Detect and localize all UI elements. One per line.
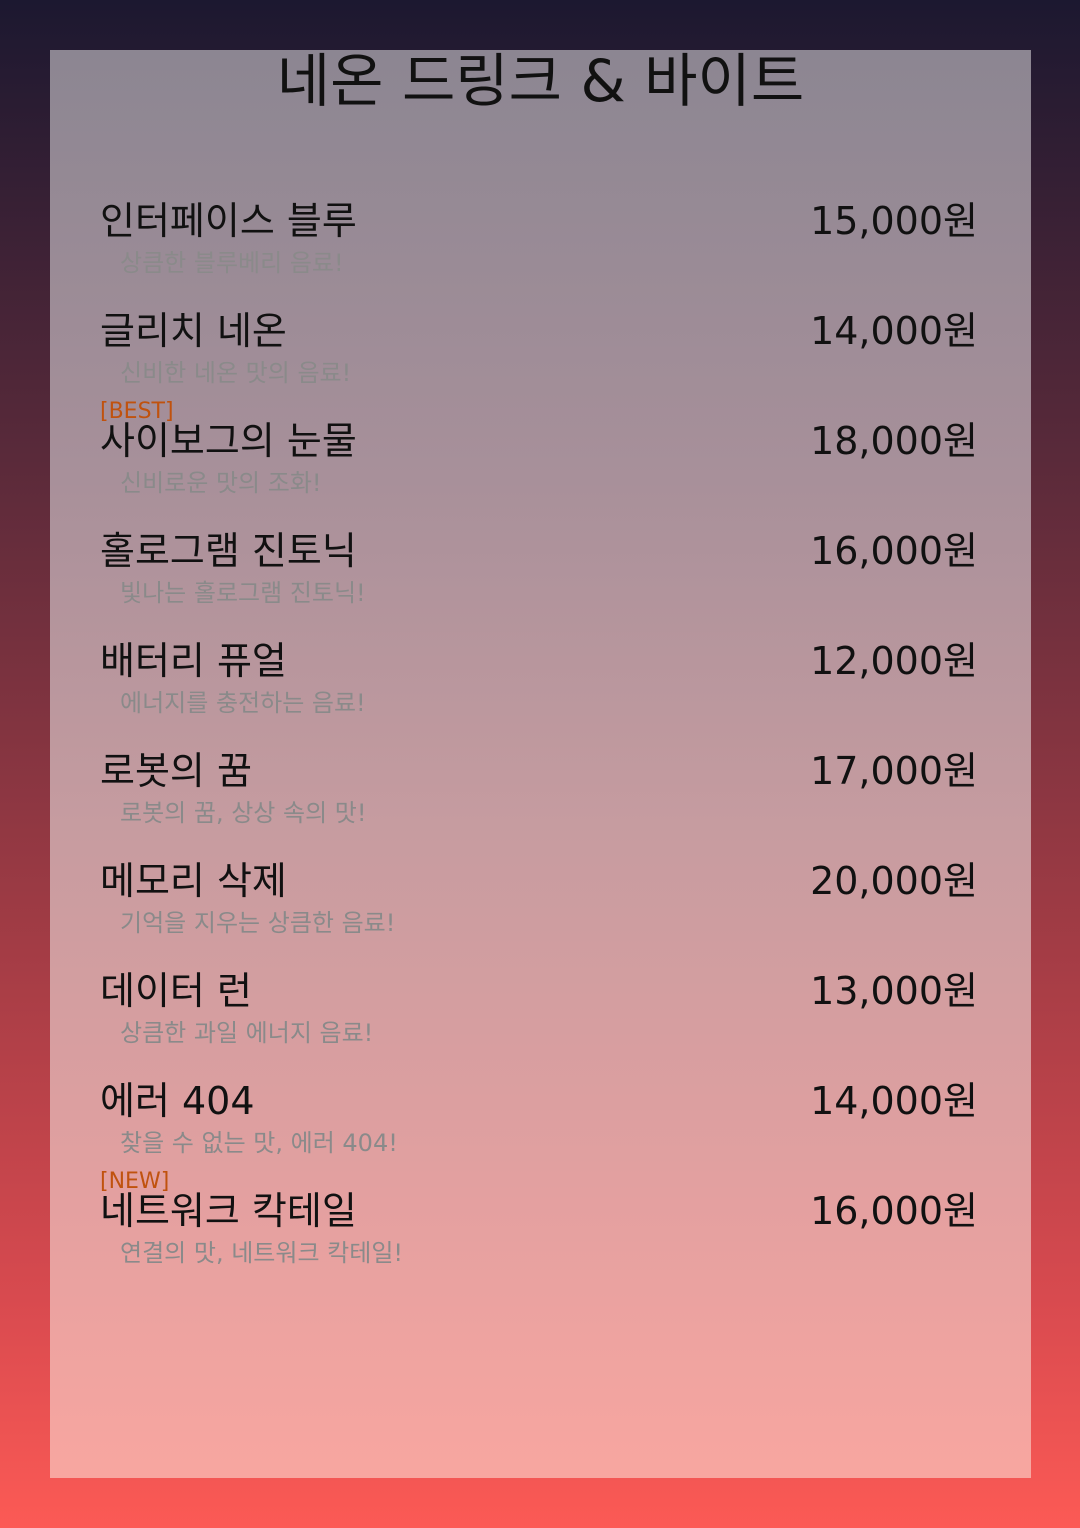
menu-item[interactable]: [BEST] 사이보그의 눈물 18,000원 신비로운 맛의 조화! [100,399,978,525]
best-badge: [BEST] [100,399,174,424]
item-description: 기억을 지우는 상큼한 음료! [120,909,396,937]
item-description: 상큼한 블루베리 음료! [120,249,344,277]
menu-title: 네온 드링크 & 바이트 [276,47,805,115]
menu-item[interactable]: 데이터 런 13,000원 상큼한 과일 에너지 음료! [100,965,978,1075]
item-name: 에러 404 [100,1079,255,1123]
menu-item[interactable]: 배터리 퓨얼 12,000원 에너지를 충전하는 음료! [100,635,978,745]
item-price: 20,000원 [810,859,978,903]
item-price: 12,000원 [810,639,978,683]
new-badge: [NEW] [100,1169,170,1194]
item-price: 14,000원 [810,309,978,353]
item-price: 15,000원 [810,199,978,243]
item-description: 찾을 수 없는 맛, 에러 404! [120,1129,398,1157]
item-description: 신비한 네온 맛의 음료! [120,359,352,387]
item-description: 빛나는 홀로그램 진토닉! [120,579,366,607]
menu-item[interactable]: 에러 404 14,000원 찾을 수 없는 맛, 에러 404! [100,1075,978,1185]
item-name: 글리치 네온 [100,309,287,353]
item-name: 배터리 퓨얼 [100,639,287,683]
item-price: 14,000원 [810,1079,978,1123]
menu-item[interactable]: 메모리 삭제 20,000원 기억을 지우는 상큼한 음료! [100,855,978,965]
item-price: 18,000원 [810,419,978,463]
item-price: 13,000원 [810,969,978,1013]
item-price: 16,000원 [810,1189,978,1233]
item-name: 네트워크 칵테일 [100,1189,357,1233]
item-name: 로봇의 꿈 [100,749,252,793]
item-description: 에너지를 충전하는 음료! [120,689,366,717]
item-name: 사이보그의 눈물 [100,419,357,463]
menu-item[interactable]: 글리치 네온 14,000원 신비한 네온 맛의 음료! [100,305,978,415]
item-name: 데이터 런 [100,969,252,1013]
item-description: 신비로운 맛의 조화! [120,469,322,497]
item-description: 로봇의 꿈, 상상 속의 맛! [120,799,367,827]
item-description: 연결의 맛, 네트워크 칵테일! [120,1239,404,1267]
menu-item[interactable]: [NEW] 네트워크 칵테일 16,000원 연결의 맛, 네트워크 칵테일! [100,1169,978,1295]
menu-item[interactable]: 홀로그램 진토닉 16,000원 빛나는 홀로그램 진토닉! [100,525,978,635]
item-name: 홀로그램 진토닉 [100,529,357,573]
item-name: 인터페이스 블루 [100,199,357,243]
menu-item[interactable]: 로봇의 꿈 17,000원 로봇의 꿈, 상상 속의 맛! [100,745,978,855]
item-price: 17,000원 [810,749,978,793]
item-name: 메모리 삭제 [100,859,287,903]
item-description: 상큼한 과일 에너지 음료! [120,1019,374,1047]
menu-panel: 네온 드링크 & 바이트 인터페이스 블루 15,000원 상큼한 블루베리 음… [50,50,1031,1478]
item-price: 16,000원 [810,529,978,573]
menu-item[interactable]: 인터페이스 블루 15,000원 상큼한 블루베리 음료! [100,195,978,305]
menu-list: 인터페이스 블루 15,000원 상큼한 블루베리 음료! 글리치 네온 14,… [100,195,978,1295]
